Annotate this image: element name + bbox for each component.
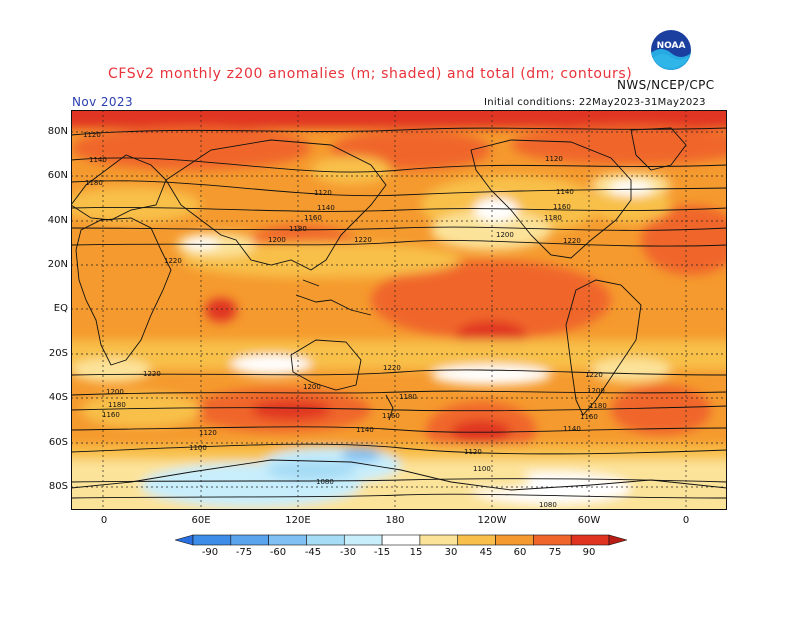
contour-label-n1: 1140 (89, 156, 107, 164)
contour-label-s13: 1140 (563, 425, 581, 433)
noaa-logo-text: NOAA (657, 41, 686, 51)
lat-label-20n: 20N (47, 259, 68, 270)
contour-label-s14: 1120 (199, 429, 217, 437)
contour-label-n2: 1180 (85, 179, 103, 187)
lon-label-0: 0 (100, 515, 108, 526)
contour-label-s7: 1180 (399, 393, 417, 401)
colorbar-tick-4: -45 (304, 547, 322, 558)
colorbar-tick-7: 15 (409, 547, 423, 558)
noaa-logo: NOAA (651, 30, 691, 70)
contour-label-n12: 1160 (553, 203, 571, 211)
lon-label-120e: 120E (285, 515, 311, 526)
colorbar-tick-11: 75 (548, 547, 562, 558)
colorbar-tick-6: -15 (373, 547, 391, 558)
contour-label-s19: 1080 (539, 501, 557, 509)
coastlines (71, 127, 727, 491)
contour-label-n0: 1120 (83, 131, 101, 139)
grid (71, 110, 727, 510)
colorbar-swatch-11 (533, 534, 572, 546)
contour-label-s15: 1120 (464, 448, 482, 456)
contour-label-n8: 1220 (354, 236, 372, 244)
lat-label-80s: 80S (48, 481, 68, 492)
contour-label-n9: 1220 (164, 257, 182, 265)
colorbar-swatch-6 (343, 534, 383, 546)
colorbar-swatch-7 (381, 534, 421, 546)
contour-label-s1: 1220 (383, 364, 401, 372)
contour-label-s5: 1200 (587, 387, 605, 395)
height-contours (71, 127, 727, 499)
colorbar-tick-12: 90 (582, 547, 596, 558)
agency-label: NWS/NCEP/CPC (617, 78, 715, 92)
forecast-month: Nov 2023 (72, 95, 133, 109)
contour-label-n3: 1120 (314, 189, 332, 197)
colorbar-swatch-4 (268, 534, 307, 546)
colorbar-tick-9: 45 (479, 547, 493, 558)
lat-label-60n: 60N (47, 170, 68, 181)
contour-label-s6: 1180 (108, 401, 126, 409)
anomaly-map: 1120 1140 1180 1120 1140 1160 1180 1200 … (71, 110, 727, 510)
colorbar-swatch-9 (457, 534, 496, 546)
contour-label-s2: 1220 (585, 371, 603, 379)
contour-label-s4: 1200 (303, 383, 321, 391)
colorbar-swatch-12 (570, 534, 610, 546)
contour-label-n4: 1140 (317, 204, 335, 212)
contour-label-s9: 1160 (102, 411, 120, 419)
colorbar-swatch-3 (230, 534, 269, 546)
colorbar-tick-5: -30 (339, 547, 357, 558)
contour-label-s18: 1080 (316, 478, 334, 486)
contour-label-n6: 1180 (289, 225, 307, 233)
contour-label-n7: 1200 (268, 236, 286, 244)
contour-label-s16: 1100 (189, 444, 207, 452)
contour-label-n5: 1160 (304, 214, 322, 222)
contour-label-s0: 1220 (143, 370, 161, 378)
initial-conditions: Initial conditions: 22May2023-31May2023 (484, 97, 706, 108)
contour-label-s3: 1200 (106, 388, 124, 396)
contour-labels: 1120 1140 1180 1120 1140 1160 1180 1200 … (83, 131, 607, 509)
lat-label-eq: EQ (53, 303, 68, 314)
colorbar (175, 534, 627, 546)
contour-label-n14: 1200 (496, 231, 514, 239)
contour-label-n10: 1120 (545, 155, 563, 163)
lat-label-20s: 20S (48, 348, 68, 359)
lat-label-80n: 80N (47, 126, 68, 137)
colorbar-tick-10: 60 (513, 547, 527, 558)
lat-label-40s: 40S (48, 392, 68, 403)
colorbar-swatch-1 (175, 534, 194, 546)
contour-label-s10: 1160 (382, 412, 400, 420)
lat-label-40n: 40N (47, 215, 68, 226)
contour-label-s8: 1180 (589, 402, 607, 410)
contour-label-s12: 1140 (356, 426, 374, 434)
contour-label-n11: 1140 (556, 188, 574, 196)
lon-label-60w: 60W (577, 515, 601, 526)
lon-label-120w: 120W (477, 515, 507, 526)
colorbar-swatch-2 (192, 534, 232, 546)
lon-label-60e: 60E (191, 515, 211, 526)
contour-label-n13: 1180 (544, 214, 562, 222)
colorbar-swatch-8 (419, 534, 459, 546)
colorbar-swatch-5 (306, 534, 345, 546)
contour-label-n15: 1220 (563, 237, 581, 245)
colorbar-tick-8: 30 (444, 547, 458, 558)
map-title: CFSv2 monthly z200 anomalies (m; shaded)… (108, 66, 633, 82)
colorbar-swatch-13 (608, 534, 627, 546)
colorbar-tick-2: -75 (235, 547, 253, 558)
contour-label-s11: 1160 (580, 413, 598, 421)
contour-label-s17: 1100 (473, 465, 491, 473)
lon-label-0-east: 0 (682, 515, 690, 526)
colorbar-tick-1: -90 (201, 547, 219, 558)
lat-label-60s: 60S (48, 437, 68, 448)
colorbar-tick-3: -60 (269, 547, 287, 558)
lon-label-180: 180 (385, 515, 405, 526)
colorbar-swatch-10 (495, 534, 534, 546)
